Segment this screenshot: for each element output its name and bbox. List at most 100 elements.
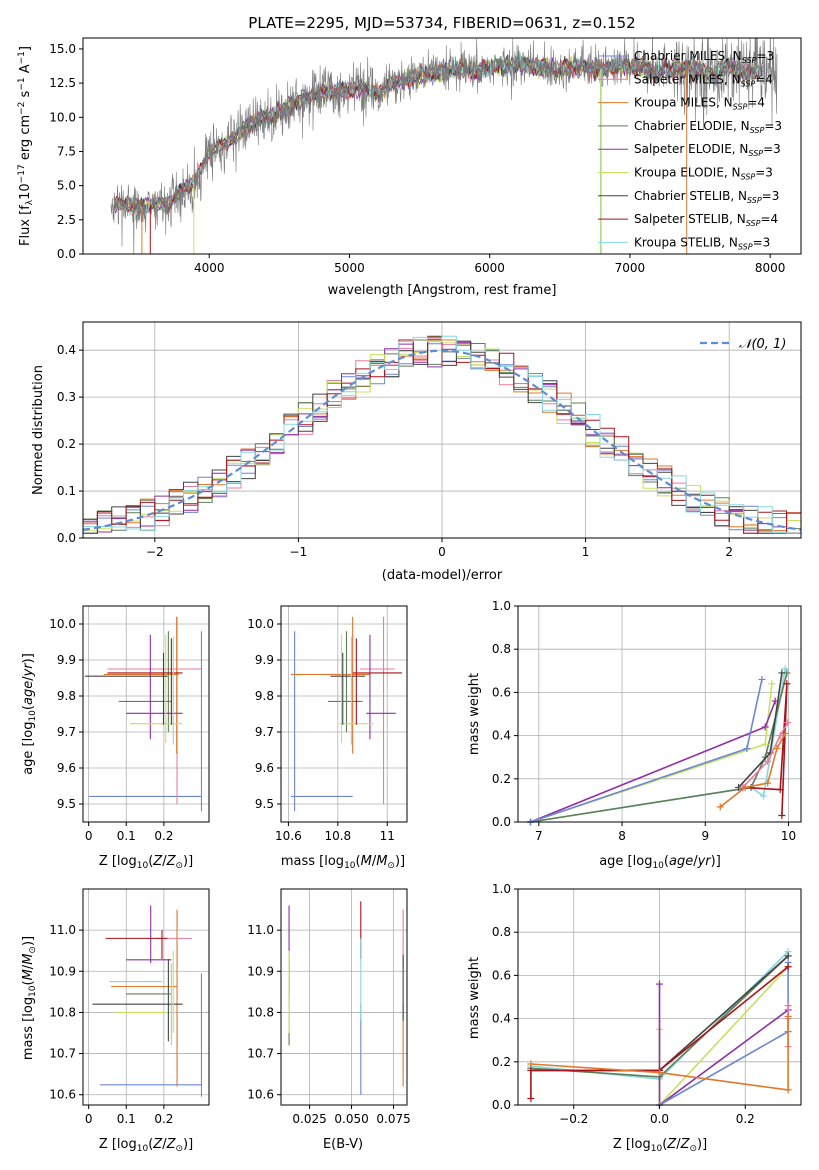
grid [83,606,209,822]
age_vs_mass-xtick-label: 11 [380,829,395,843]
frame [280,605,408,823]
weight-marker [778,669,786,677]
weight_vs_Z-ytick-label: 0.2 [492,1055,511,1069]
weight_vs_age-ytick-label: 1.0 [492,599,511,613]
weight-marker [527,1060,535,1068]
weight-marker [784,1086,792,1094]
spectrum-xtick-label: 7000 [615,261,646,275]
spectrum-xtick-label: 4000 [194,261,225,275]
weight_vs_age-ytick-label: 0.8 [492,642,511,656]
weight-marker [764,758,772,766]
weight-vs-age-panel: 7 8 9 10 0.0 0.2 0.4 0.6 0.8 1.0 [492,599,802,843]
weight-marker [764,779,772,787]
weight-marker [784,963,792,971]
residual-histogram [83,336,801,534]
residuals-xtick-label: −2 [146,545,164,559]
weight_vs_Z-ytick-label: 0.0 [492,1098,511,1112]
weight-marker [656,980,663,988]
spectrum-ytick-label: 2.5 [57,213,76,227]
weight_vs_age-xtick-label: 8 [618,829,626,843]
weight-Z-ylabel: mass weight [467,957,482,1039]
residuals-plot-area [83,335,801,534]
axes: 7 8 9 10 0.0 0.2 0.4 0.6 0.8 1.0 [492,599,796,843]
residual-histogram [83,335,801,534]
legend-label: Salpeter ELODIE, NSSP=3 [634,142,781,158]
age_vs_mass-ytick-label: 9.6 [255,761,274,775]
weight_vs_Z-xtick-label: −0.2 [559,1112,588,1126]
spectrum-plot-area [110,38,778,254]
axes: 0 0.1 0.2 9.5 9.6 9.7 9.8 9.9 10.0 [49,617,173,843]
mass-vs-Z-panel: 0 0.1 0.2 10.6 10.7 10.8 10.9 11.0 [49,888,210,1126]
spectrum-ylabel: Flux [fλ10−17 erg cm−2 s−1 A−1] [17,46,35,246]
mass_vs_ebv-ytick-label: 11.0 [247,923,274,937]
weight-marker [716,803,724,811]
weight-age-ylabel: mass weight [467,673,482,755]
plot-area [290,616,403,812]
mass_vs_ebv-ytick-label: 10.8 [247,1005,274,1019]
weight-marker [784,1002,792,1010]
axes: 0.025 0.050 0.075 10.6 10.7 10.8 10.9 11.0 [247,923,410,1126]
legend-label: Kroupa STELIB, NSSP=3 [634,235,770,251]
residuals-xtick-label: 2 [725,545,733,559]
weight-marker [656,1069,663,1077]
frame [82,888,210,1106]
plot-area [527,948,792,1109]
spectrum-axes: 4000 5000 6000 7000 8000 0.0 2.5 5.0 7.5 10.0 12.5… [49,42,785,275]
legend-label: Salpeter MILES, NSSP=4 [634,72,773,88]
age_vs_Z-xtick-label: 0.1 [117,829,136,843]
age_vs_mass-ytick-label: 9.5 [255,797,274,811]
age_vs_Z-ytick-label: 9.5 [57,797,76,811]
age_vs_mass-ytick-label: 9.9 [255,653,274,667]
frame [280,888,408,1106]
weight-marker [761,740,769,748]
weight-marker [783,680,791,688]
weight_vs_age-ytick-label: 0.0 [492,815,511,829]
spectrum-lines [110,38,778,254]
residuals-xtick-label: −1 [290,545,308,559]
weight_vs_Z-ytick-label: 0.6 [492,968,511,982]
residuals-ytick-label: 0.1 [57,484,76,498]
spectrum-xtick-label: 8000 [755,261,786,275]
weight-marker [784,1028,792,1036]
weight-marker [781,665,789,673]
weight-marker [773,745,781,753]
age-Z-xlabel: Z [log10(Z/Z⊙)] [99,854,193,871]
weight_vs_age-xtick-label: 9 [701,829,709,843]
weight-marker [781,729,789,737]
mass_vs_Z-ytick-label: 10.6 [49,1088,76,1102]
mass_vs_Z-ytick-label: 11.0 [49,923,76,937]
weight_vs_Z-ytick-label: 0.8 [492,925,511,939]
weight-Z-xlabel: Z [log10(Z/Z⊙)] [613,1137,707,1154]
mass_vs_ebv-xtick-label: 0.050 [334,1112,368,1126]
frame [82,605,210,823]
weight_vs_age-ytick-label: 0.2 [492,772,511,786]
mass_vs_ebv-ytick-label: 10.9 [247,964,274,978]
mass_vs_Z-xtick-label: 0 [85,1112,93,1126]
mass_vs_ebv-ytick-label: 10.7 [247,1047,274,1061]
gauss-curve [83,349,801,531]
age-Z-ylabel: age [log10(age/yr)] [21,653,38,775]
weight_vs_age-xtick-label: 7 [535,829,543,843]
age_vs_Z-ytick-label: 9.6 [57,761,76,775]
weight-marker [784,952,792,960]
weight-vs-Z-panel: −0.2 0.0 0.2 0.0 0.2 0.4 0.6 0.8 1.0 [492,882,802,1126]
age-mass-xlabel: mass [log10(M/M⊙)] [281,854,405,871]
plot-area [288,901,404,1095]
weight_vs_age-ytick-label: 0.4 [492,729,511,743]
age_vs_Z-xtick-label: 0.2 [154,829,173,843]
weight-marker [784,1012,792,1020]
spectrum-xtick-label: 6000 [474,261,505,275]
weight-marker [743,745,751,753]
weight_vs_Z-xtick-label: 0.2 [736,1112,755,1126]
weight-line [530,700,776,823]
spectrum-title: PLATE=2295, MJD=53734, FIBERID=0631, z=0… [248,14,635,32]
weight-marker [768,680,776,688]
grid [281,606,407,822]
weight-marker [527,1066,535,1074]
plot-area [84,616,203,812]
mass_vs_ebv-xtick-label: 0.075 [376,1112,410,1126]
data-spectrum [110,38,778,254]
mass_vs_ebv-ytick-label: 10.6 [247,1088,274,1102]
legend-label: Chabrier MILES, NSSP=3 [634,49,774,65]
